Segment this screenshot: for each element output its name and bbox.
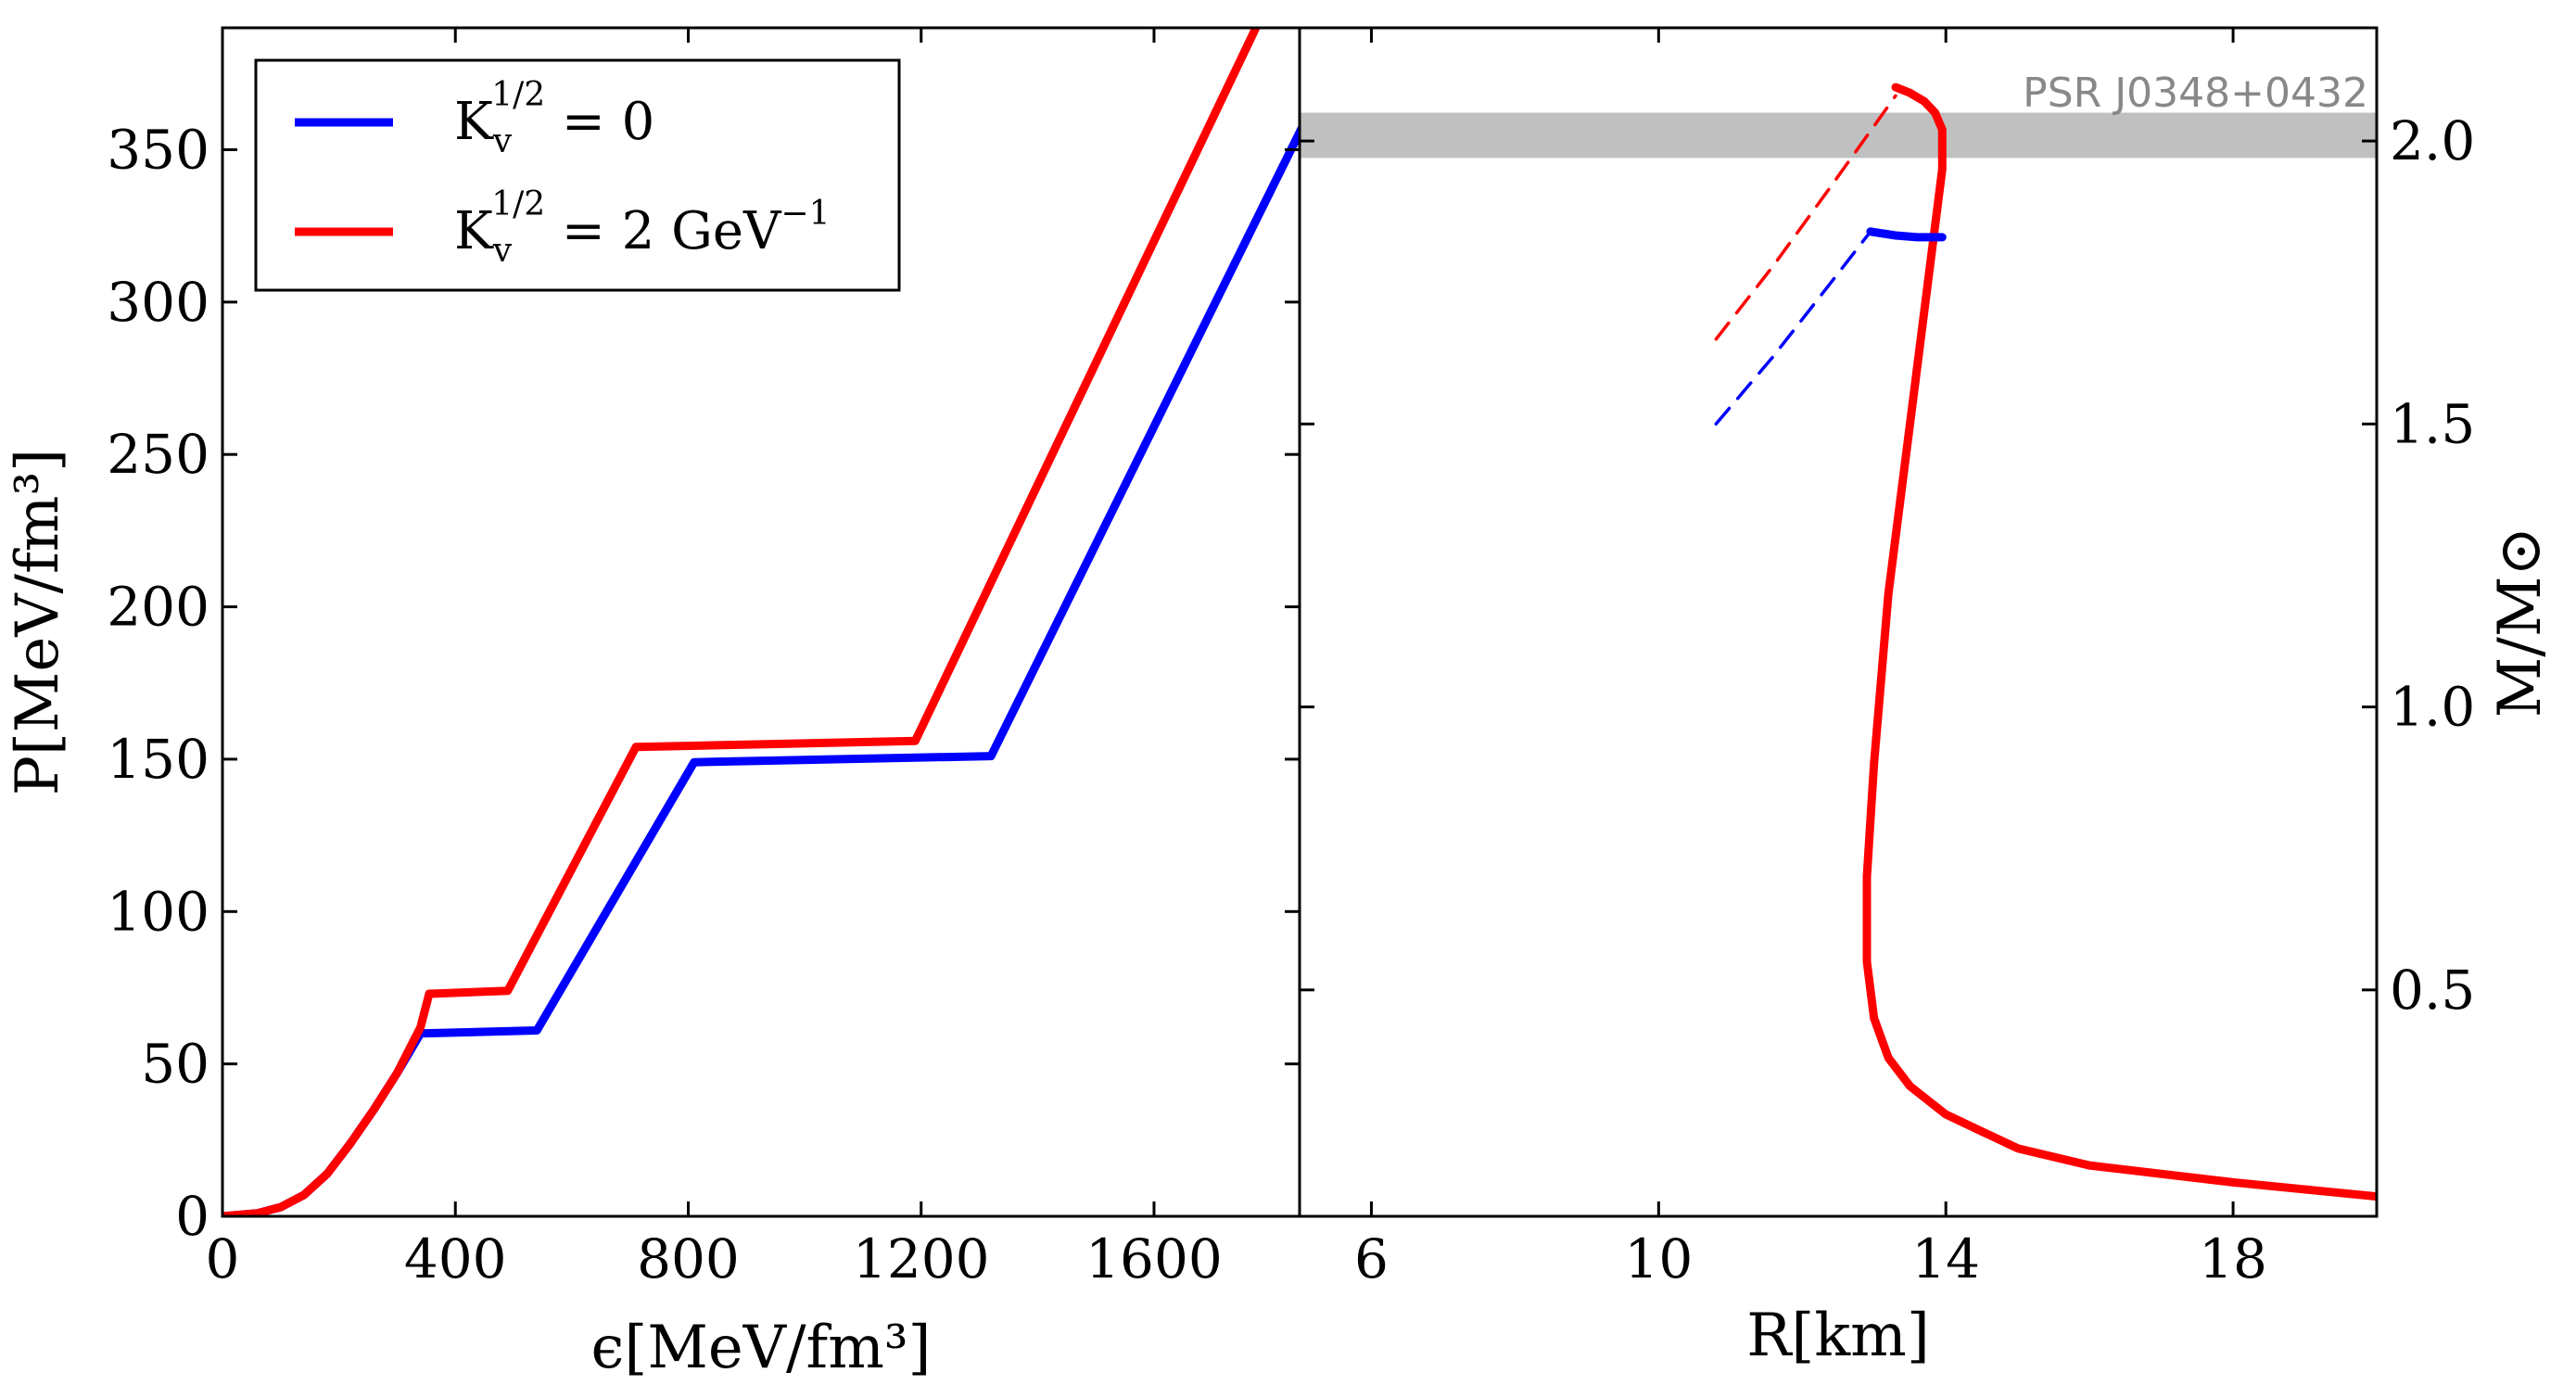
left-y-axis-label: P[MeV/fm³]: [4, 449, 72, 795]
right-series-line-3: [1714, 230, 1872, 426]
right-x-tick-label-1: 10: [1624, 1227, 1693, 1290]
legend-entry-red: Kv1/2 = 2 GeV−1: [454, 185, 830, 270]
left-ticks: 0 400 800 1200 1600 0 50 100 150 200 250 300 350: [107, 28, 1300, 1290]
left-y-tick-label-7: 350: [107, 118, 209, 181]
right-x-axis-label: R[km]: [1746, 1302, 1930, 1370]
legend-box: [254, 58, 901, 292]
left-x-tick-label-4: 1600: [1085, 1227, 1223, 1290]
psr-band-label: PSR J0348+0432: [2023, 70, 2368, 117]
left-y-tick-label-2: 100: [107, 880, 209, 943]
legend: Kv1/2 = 0 Kv1/2 = 2 GeV−1: [254, 58, 901, 292]
left-y-tick-label-0: 0: [175, 1185, 209, 1248]
left-y-tick-label-6: 300: [107, 271, 209, 334]
left-y-tick-label-1: 50: [141, 1033, 209, 1096]
right-panel: PSR J0348+0432 6 10 14 18 0.5 1.0 1.5 2.0 R[km]…: [1298, 26, 2555, 1370]
right-plot-frame: [1298, 26, 2379, 1218]
left-series-line-1: [222, 28, 1261, 1216]
left-x-tick-label-3: 1200: [853, 1227, 990, 1290]
left-y-tick-label-4: 200: [107, 576, 209, 639]
right-x-tick-label-2: 14: [1911, 1227, 1980, 1290]
left-curves: [222, 28, 1300, 1216]
right-series-line-0: [1862, 83, 2377, 1201]
right-y-tick-label-0: 0.5: [2390, 959, 2475, 1022]
right-ticks: 6 10 14 18 0.5 1.0 1.5 2.0: [1300, 28, 2475, 1290]
right-x-tick-label-0: 6: [1354, 1227, 1389, 1290]
left-x-tick-label-2: 800: [637, 1227, 740, 1290]
left-y-tick-label-5: 250: [107, 423, 209, 486]
legend-entry-blue: Kv1/2 = 0: [454, 76, 654, 160]
left-x-axis-label: ϵ[MeV/fm³]: [591, 1314, 932, 1382]
right-series-line-2: [1714, 94, 1897, 341]
psr-band: [1300, 112, 2377, 159]
right-series-line-1: [1866, 227, 1947, 242]
right-y-tick-label-2: 1.5: [2390, 392, 2475, 455]
right-y-tick-label-1: 1.0: [2390, 676, 2475, 739]
left-panel: 0 400 800 1200 1600 0 50 100 150 200 250 300 350 ϵ[M…: [4, 26, 1301, 1382]
left-y-tick-label-3: 150: [107, 728, 209, 791]
right-x-tick-label-3: 18: [2199, 1227, 2267, 1290]
left-x-tick-label-1: 400: [404, 1227, 507, 1290]
right-curves: [1714, 83, 2377, 1201]
right-y-tick-label-3: 2.0: [2390, 109, 2475, 172]
left-x-tick-label-0: 0: [206, 1227, 240, 1290]
right-y-axis-label: M/M⊙: [2486, 527, 2555, 718]
